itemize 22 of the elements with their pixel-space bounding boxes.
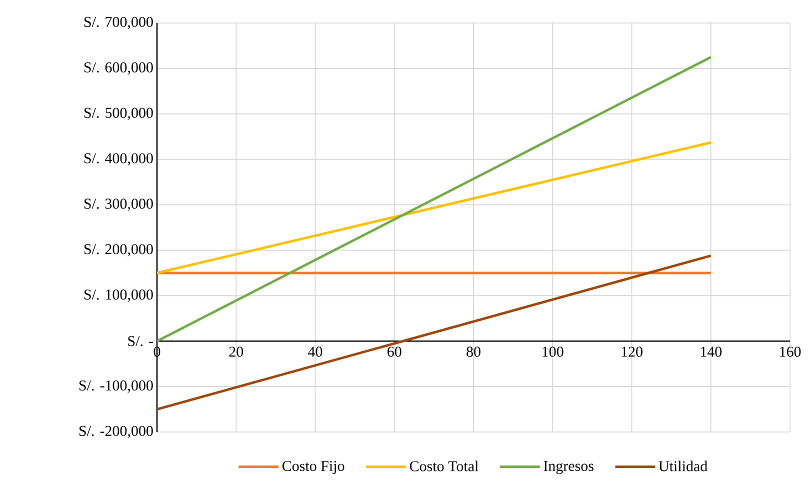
- y-tick-label: S/. 600,000: [84, 62, 153, 75]
- y-tick-label: S/. 300,000: [84, 198, 153, 211]
- x-tick-label: 160: [780, 346, 801, 357]
- y-tick-label: S/. 700,000: [84, 16, 153, 30]
- y-tick-label: S/. 400,000: [84, 153, 153, 166]
- legend-label: Costo Fijo: [282, 460, 344, 474]
- legend-label: Utilidad: [658, 460, 708, 472]
- y-tick-label: S/. 200,000: [84, 244, 153, 256]
- legend-label: Costo Total: [410, 460, 478, 472]
- x-tick-label: 40: [308, 346, 322, 357]
- x-tick-label: 140: [700, 346, 722, 357]
- y-tick-label: S/. 500,000: [84, 108, 153, 120]
- x-tick-label: 20: [229, 346, 244, 357]
- x-tick-label: 100: [542, 346, 564, 357]
- x-tick-label: 120: [622, 346, 642, 357]
- legend-label: Ingresos: [544, 461, 594, 474]
- y-tick-label: S/. -: [128, 336, 153, 346]
- y-tick-label: S/. -200,000: [79, 426, 153, 438]
- x-tick-label: 60: [388, 346, 402, 357]
- y-tick-label: S/. -100,000: [79, 380, 153, 393]
- y-tick-label: S/. 100,000: [84, 290, 153, 302]
- x-tick-label: 80: [466, 346, 480, 357]
